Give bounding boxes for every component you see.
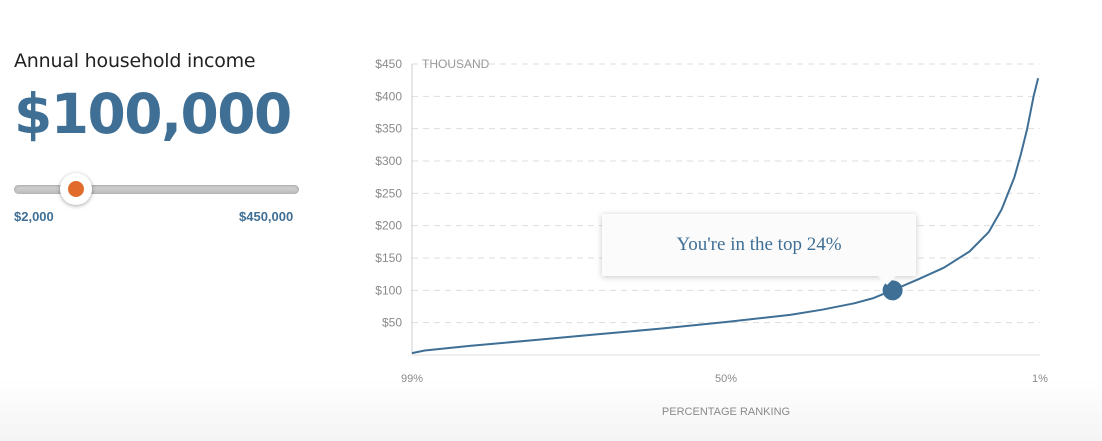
ranking-tooltip: You're in the top 24% — [602, 214, 916, 285]
slider-max-label: $450,000 — [239, 209, 294, 224]
y-tick-label: $50 — [382, 316, 402, 330]
y-unit-label: THOUSAND — [422, 57, 490, 71]
y-tick-label: $450 — [375, 57, 402, 71]
y-tick-label: $250 — [375, 186, 402, 200]
y-tick-label: $400 — [375, 89, 402, 103]
income-value: $100,000 — [14, 82, 292, 146]
slider-min-label: $2,000 — [14, 209, 54, 224]
income-curve — [411, 77, 1040, 355]
y-tick-label: $100 — [375, 283, 402, 297]
slider-thumb-dot — [68, 181, 85, 197]
x-tick-label: 99% — [401, 373, 423, 385]
x-tick-label: 1% — [1032, 373, 1048, 385]
y-tick-label: $150 — [375, 251, 402, 265]
tooltip-arrow — [878, 276, 896, 285]
y-tick-label: $300 — [375, 154, 402, 168]
slider-track[interactable] — [14, 185, 299, 194]
income-slider[interactable] — [14, 173, 299, 206]
user-position-marker — [882, 280, 903, 301]
y-tick-label: $200 — [375, 219, 402, 233]
income-control-panel: Annual household income $100,000 $2,000 … — [14, 0, 314, 441]
tooltip-text: You're in the top 24% — [676, 234, 842, 255]
income-label: Annual household income — [14, 50, 256, 72]
slider-thumb[interactable] — [60, 173, 93, 205]
y-tick-label: $350 — [375, 122, 402, 136]
x-axis-title: PERCENTAGE RANKING — [662, 406, 790, 418]
x-tick-label: 50% — [715, 373, 737, 385]
